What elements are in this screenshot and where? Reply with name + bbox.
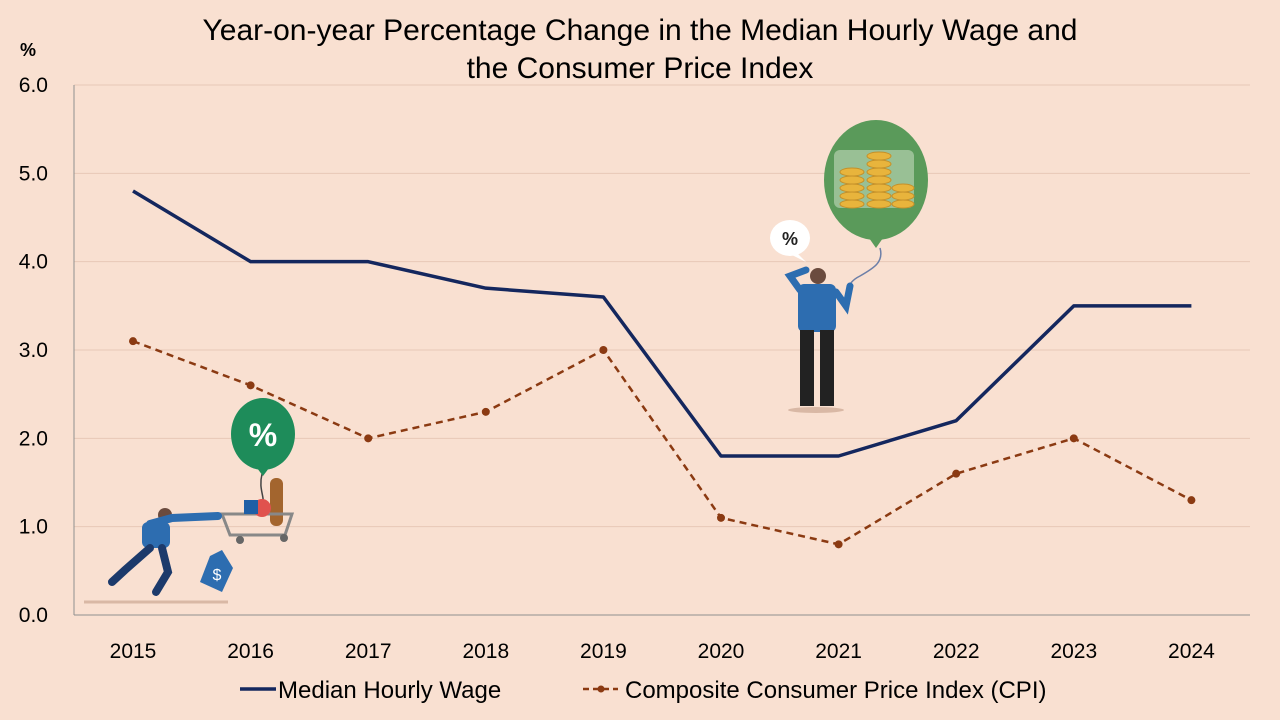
legend-label-cpi: Composite Consumer Price Index (CPI) [625,677,1046,704]
cpi-data-point [952,469,961,478]
y-tick-label: 5.0 [19,162,48,185]
y-tick-label: 3.0 [19,339,48,362]
y-axis-unit-label: % [20,40,36,60]
x-tick-label: 2019 [580,640,627,663]
price-tag-icon [200,550,233,592]
shopper-illustration: % $ [84,398,295,604]
x-tick-label: 2018 [462,640,509,663]
axes [73,85,1250,616]
legend-swatch-cpi-marker [597,685,605,693]
cpi-data-point [1069,434,1078,443]
y-tick-label: 6.0 [19,74,48,97]
cpi-data-point [599,346,608,354]
y-tick-label: 4.0 [19,251,48,274]
chart-title-line-2: the Consumer Price Index [467,52,814,85]
svg-text:%: % [782,229,798,249]
percent-balloon-icon [231,398,295,470]
x-tick-label: 2016 [227,640,274,663]
chart-title-line-1: Year-on-year Percentage Change in the Me… [203,14,1078,47]
cpi-data-point [481,407,490,416]
investor-illustration: % [770,120,928,413]
series-line-wage [132,189,1192,458]
cpi-data-point [129,337,137,346]
x-tick-label: 2021 [815,640,862,663]
cpi-data-point [717,513,725,522]
balloon-percent-label: % [249,417,277,453]
x-tick-label: 2017 [345,640,392,663]
series-group [129,189,1196,549]
svg-text:$: $ [213,567,222,584]
speech-bubble-icon [770,220,810,256]
legend: Median Hourly Wage Composite Consumer Pr… [240,677,1046,704]
x-tick-label: 2020 [698,640,745,663]
y-tick-label: 1.0 [19,516,48,539]
x-tick-label: 2023 [1050,640,1097,663]
y-tick-labels: 0.0 1.0 2.0 3.0 4.0 5.0 6.0 [19,74,48,627]
x-tick-label: 2015 [110,640,157,663]
y-tick-label: 0.0 [19,604,48,627]
y-tick-label: 2.0 [19,427,48,450]
x-tick-label: 2024 [1168,640,1215,663]
cpi-data-point [1187,496,1196,505]
cpi-data-point [246,381,255,390]
x-tick-label: 2022 [933,640,980,663]
cpi-data-point [834,540,843,549]
legend-label-wage: Median Hourly Wage [278,677,501,704]
x-tick-labels: 2015 2016 2017 2018 2019 2020 2021 2022 2023 2024 [110,640,1215,663]
series-line-cpi [132,339,1192,546]
cpi-data-point [364,434,373,443]
